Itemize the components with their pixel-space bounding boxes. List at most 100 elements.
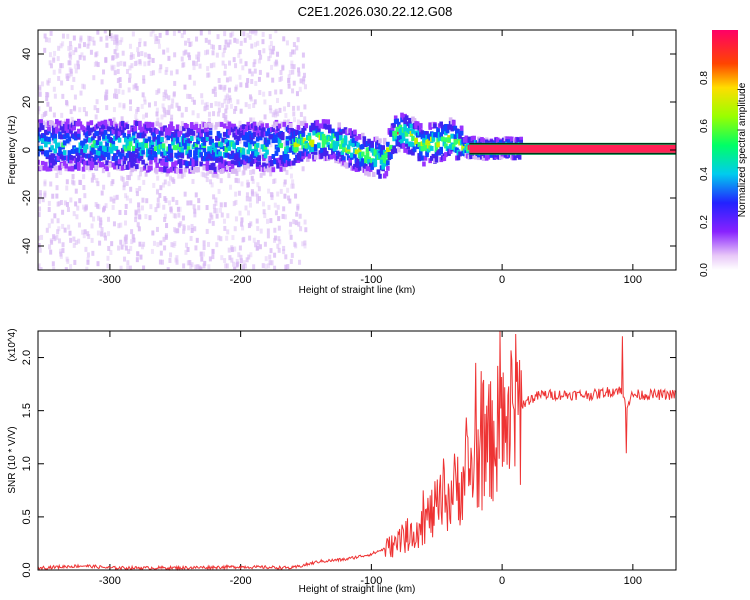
heatmap-band-cell — [38, 126, 42, 132]
heatmap-noise-cell — [124, 210, 128, 216]
heatmap-noise-cell — [69, 162, 73, 168]
spectrogram-xtick-label: -100 — [360, 274, 382, 286]
heatmap-band-cell — [141, 126, 145, 132]
heatmap-band-cell — [131, 135, 136, 141]
heatmap-noise-cell — [133, 61, 137, 67]
heatmap-noise-cell — [67, 224, 71, 230]
heatmap-band-cell — [420, 130, 425, 136]
heatmap-noise-cell — [298, 86, 302, 92]
heatmap-noise-cell — [269, 248, 273, 254]
heatmap-noise-cell — [48, 244, 52, 250]
heatmap-band-cell — [386, 160, 390, 166]
heatmap-band-cell — [169, 156, 174, 162]
heatmap-noise-cell — [166, 47, 170, 53]
heatmap-noise-cell — [163, 112, 167, 118]
heatmap-band-cell — [390, 149, 395, 155]
heatmap-noise-cell — [59, 251, 63, 257]
heatmap-band-cell — [183, 144, 188, 150]
heatmap-noise-cell — [115, 45, 119, 51]
heatmap-band-cell — [128, 141, 133, 147]
heatmap-band-cell — [103, 145, 108, 151]
heatmap-noise-cell — [160, 259, 164, 265]
heatmap-noise-cell — [303, 84, 307, 90]
heatmap-band-cell — [282, 121, 287, 127]
heatmap-noise-cell — [199, 266, 203, 270]
heatmap-noise-cell — [261, 39, 265, 45]
heatmap-band-cell — [150, 155, 155, 161]
heatmap-noise-cell — [72, 50, 76, 56]
heatmap-band-cell — [235, 152, 240, 158]
heatmap-noise-cell — [171, 177, 175, 183]
heatmap-noise-cell — [257, 186, 261, 192]
heatmap-band-cell — [171, 126, 175, 132]
heatmap-noise-cell — [219, 236, 223, 242]
heatmap-noise-cell — [293, 49, 297, 55]
heatmap-band-cell — [91, 144, 95, 150]
heatmap-band-cell — [205, 136, 210, 142]
heatmap-band-cell — [38, 131, 40, 137]
heatmap-band-cell — [114, 146, 119, 152]
heatmap-noise-cell — [296, 37, 300, 43]
heatmap-noise-cell — [84, 246, 88, 252]
heatmap-band-cell — [155, 162, 160, 168]
heatmap-band-cell — [167, 143, 172, 149]
heatmap-noise-cell — [59, 170, 63, 176]
heatmap-noise-cell — [243, 37, 247, 43]
heatmap-noise-cell — [243, 138, 247, 144]
heatmap-noise-cell — [106, 255, 110, 261]
heatmap-band-cell — [152, 132, 156, 138]
heatmap-band-cell — [103, 149, 108, 155]
heatmap-noise-cell — [47, 200, 51, 206]
heatmap-band-cell — [450, 133, 454, 139]
heatmap-band-cell — [59, 151, 64, 157]
heatmap-noise-cell — [73, 63, 77, 69]
heatmap-band-cell — [226, 132, 230, 138]
heatmap-band-cell — [61, 155, 65, 161]
heatmap-noise-cell — [73, 94, 77, 100]
heatmap-noise-cell — [192, 65, 196, 71]
heatmap-noise-cell — [131, 31, 135, 37]
heatmap-band-cell — [83, 162, 87, 168]
heatmap-noise-cell — [230, 245, 234, 251]
heatmap-band-cell — [260, 123, 265, 129]
heatmap-noise-cell — [277, 247, 281, 253]
heatmap-noise-cell — [268, 91, 272, 97]
heatmap-noise-cell — [269, 171, 273, 177]
heatmap-noise-cell — [245, 192, 249, 198]
heatmap-noise-cell — [96, 230, 100, 236]
heatmap-noise-cell — [258, 149, 262, 155]
heatmap-noise-cell — [205, 149, 209, 155]
heatmap-noise-cell — [145, 198, 149, 204]
heatmap-band-cell — [50, 132, 54, 138]
heatmap-band-cell — [211, 162, 216, 168]
heatmap-band-cell — [362, 138, 367, 144]
heatmap-noise-cell — [282, 106, 286, 112]
heatmap-band-cell — [160, 137, 164, 143]
heatmap-band-cell — [83, 138, 87, 144]
heatmap-noise-cell — [138, 59, 142, 65]
heatmap-noise-cell — [113, 34, 117, 40]
heatmap-band-cell — [249, 161, 254, 167]
spectrogram-xlabel: Height of straight line (km) — [299, 285, 416, 296]
heatmap-band-cell — [89, 120, 94, 126]
heatmap-noise-cell — [151, 30, 155, 34]
heatmap-noise-cell — [239, 108, 243, 114]
heatmap-noise-cell — [159, 64, 163, 70]
heatmap-noise-cell — [197, 205, 201, 211]
heatmap-noise-cell — [76, 60, 80, 66]
heatmap-noise-cell — [72, 180, 76, 186]
heatmap-noise-cell — [119, 239, 123, 245]
heatmap-band-cell — [307, 143, 312, 149]
heatmap-band-cell — [321, 133, 326, 139]
heatmap-noise-cell — [186, 93, 190, 99]
heatmap-band-cell — [403, 147, 407, 153]
heatmap-noise-cell — [137, 208, 141, 214]
heatmap-band-cell — [158, 122, 163, 128]
heatmap-noise-cell — [267, 188, 271, 194]
heatmap-band-cell — [138, 124, 142, 130]
heatmap-noise-cell — [130, 63, 134, 69]
heatmap-noise-cell — [95, 177, 99, 183]
heatmap-band-cell — [222, 123, 227, 129]
heatmap-noise-cell — [254, 80, 258, 86]
heatmap-band-cell — [40, 160, 45, 166]
